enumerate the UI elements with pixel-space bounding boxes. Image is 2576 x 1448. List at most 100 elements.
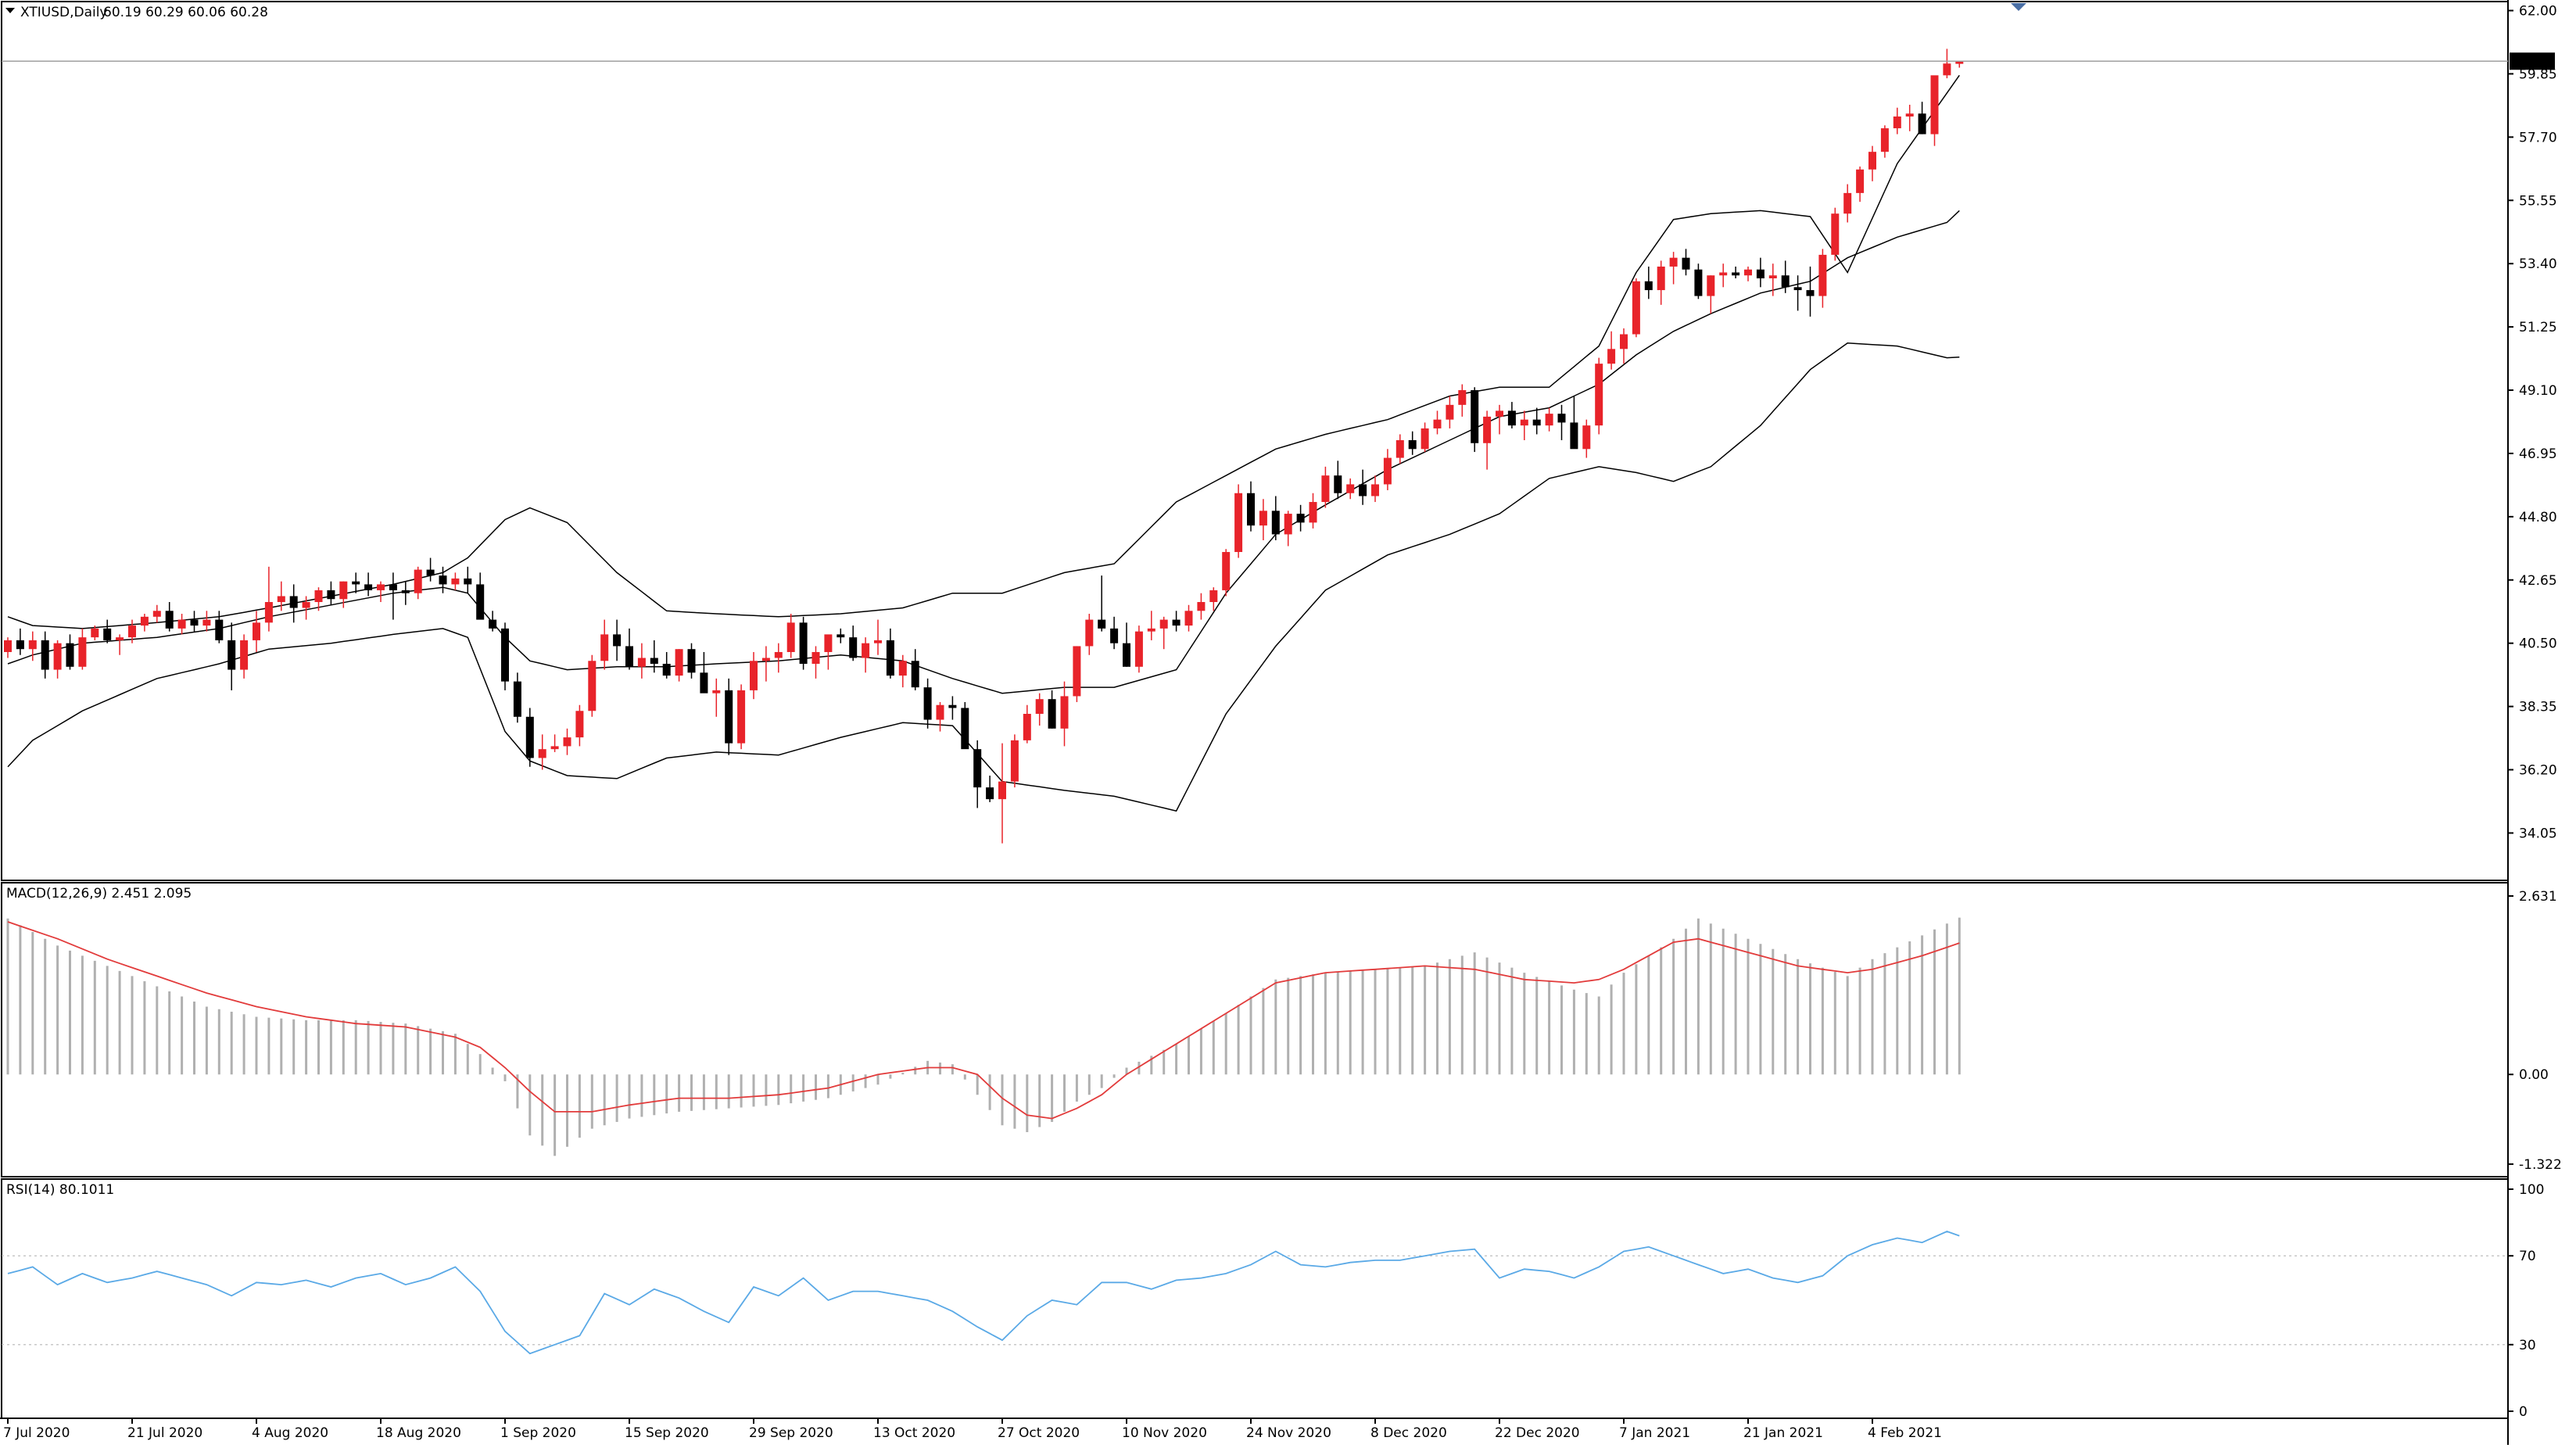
candle: [1123, 622, 1130, 667]
candle: [1458, 384, 1467, 417]
candle: [1309, 493, 1317, 529]
candle-body: [563, 737, 571, 747]
candle: [1334, 461, 1342, 500]
price-tick-label: 57.70: [2519, 130, 2557, 145]
candle-body: [824, 634, 833, 652]
candle-body: [1806, 290, 1815, 296]
candle-body: [837, 634, 845, 638]
candle: [811, 646, 820, 679]
candle-body: [786, 622, 795, 652]
candle: [1669, 252, 1678, 285]
candle-body: [1383, 457, 1392, 485]
candle-body: [525, 716, 534, 758]
candle: [786, 614, 795, 658]
candle-body: [464, 578, 472, 585]
candle: [849, 625, 858, 661]
candle: [1035, 693, 1044, 726]
candle: [1893, 107, 1901, 134]
time-tick-label: 8 Dec 2020: [1370, 1425, 1447, 1441]
candle-body: [1868, 152, 1876, 170]
time-tick-label: 21 Jul 2020: [127, 1425, 202, 1441]
candle: [761, 646, 770, 682]
time-tick-label: 4 Feb 2021: [1868, 1425, 1942, 1441]
candle: [986, 776, 994, 802]
candle: [1918, 102, 1926, 134]
candle: [1159, 616, 1168, 650]
candle: [1756, 257, 1765, 288]
candle: [1880, 125, 1889, 158]
candle-body: [177, 619, 186, 629]
candle: [662, 651, 671, 679]
candle: [1209, 587, 1218, 611]
candles: [4, 48, 1964, 844]
rsi-label: RSI(14) 80.1011: [6, 1182, 114, 1198]
candle-body: [352, 581, 360, 585]
candle: [1085, 614, 1094, 655]
candle: [1073, 646, 1081, 702]
price-tick-label: 46.95: [2519, 446, 2557, 462]
candle-body: [1818, 254, 1827, 296]
candle: [998, 743, 1006, 844]
candle-body: [4, 640, 12, 652]
price-tick-label: 34.05: [2519, 826, 2557, 841]
macd-signal-line: [7, 921, 1960, 1120]
candle-body: [1682, 257, 1690, 270]
candle-body: [1880, 128, 1889, 152]
candle: [600, 619, 609, 670]
candle: [774, 643, 783, 673]
candle-body: [1309, 502, 1317, 523]
menu-triangle-icon[interactable]: [5, 8, 15, 13]
candle: [1247, 481, 1255, 532]
candle: [389, 572, 397, 620]
candle: [401, 581, 410, 605]
candle: [1768, 263, 1777, 296]
ohlc-label: 60.19 60.29 60.06 60.28: [103, 5, 268, 20]
candle-body: [1905, 113, 1914, 117]
shift-marker-icon[interactable]: [2011, 3, 2026, 11]
candle: [750, 651, 758, 700]
candle: [240, 634, 249, 679]
candle: [1010, 734, 1019, 788]
candle: [364, 572, 373, 597]
candle-body: [1073, 646, 1081, 697]
candle: [1868, 145, 1876, 181]
candle: [1060, 681, 1069, 747]
candle: [961, 701, 969, 750]
candle: [1408, 431, 1417, 455]
time-tick-label: 7 Jan 2021: [1619, 1425, 1690, 1441]
candle: [1595, 357, 1603, 435]
candle: [489, 611, 497, 632]
candle-body: [327, 590, 335, 600]
candle-body: [1284, 514, 1292, 535]
candle: [1955, 60, 1964, 68]
candle: [799, 616, 808, 670]
candle-body: [1271, 511, 1280, 535]
macd-label: MACD(12,26,9) 2.451 2.095: [6, 886, 192, 901]
candle: [1048, 690, 1056, 729]
candle: [874, 619, 882, 655]
candle-body: [811, 651, 820, 665]
candle: [28, 631, 37, 661]
candle-body: [513, 681, 521, 717]
candle-body: [675, 649, 683, 676]
candle: [948, 696, 957, 720]
price-tick-label: 49.10: [2519, 383, 2557, 399]
candle-body: [289, 596, 298, 608]
candle: [737, 684, 746, 750]
candle-body: [1098, 619, 1106, 629]
candle-body: [28, 640, 37, 650]
candle: [1433, 410, 1442, 435]
candle-body: [401, 590, 410, 593]
price-tick-label: 53.40: [2519, 256, 2557, 272]
macd-tick-label: -1.322: [2519, 1157, 2562, 1173]
macd-tick-label: 0.00: [2519, 1067, 2549, 1083]
candle-body: [1893, 116, 1901, 129]
candle: [377, 581, 385, 602]
candle: [66, 634, 74, 670]
candle-body: [1843, 192, 1852, 214]
candle: [1582, 419, 1591, 458]
candle-body: [1694, 269, 1703, 296]
candle: [464, 566, 472, 593]
